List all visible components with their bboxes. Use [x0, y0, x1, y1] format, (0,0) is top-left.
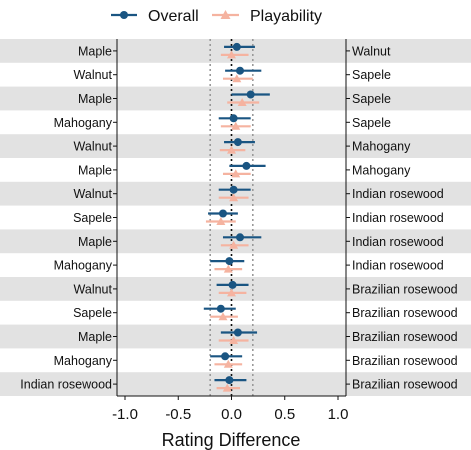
- overall-point: [233, 328, 242, 337]
- x-axis-title: Rating Difference: [162, 430, 301, 450]
- row-band: [0, 39, 471, 63]
- right-row-label: Brazilian rosewood: [352, 282, 458, 296]
- right-row-label: Mahogany: [352, 140, 411, 154]
- x-tick-label: -1.0: [112, 406, 138, 423]
- right-row-label: Mahogany: [352, 163, 411, 177]
- playability-point: [229, 336, 239, 344]
- left-row-label: Walnut: [74, 140, 113, 154]
- overall-point: [228, 280, 237, 289]
- overall-point: [242, 161, 251, 170]
- overall-point: [236, 66, 245, 75]
- row-band: [0, 229, 471, 254]
- row-band: [0, 134, 471, 158]
- left-row-label: Walnut: [74, 282, 113, 296]
- left-row-label: Sapele: [73, 211, 112, 225]
- left-row-label: Walnut: [74, 187, 113, 201]
- left-row-label: Maple: [78, 163, 112, 177]
- right-row-label: Sapele: [352, 116, 391, 130]
- left-row-label: Mahogany: [54, 116, 113, 130]
- left-row-label: Maple: [78, 44, 112, 58]
- playability-point: [218, 312, 228, 321]
- x-tick-label: -0.5: [165, 406, 191, 423]
- left-row-label: Maple: [78, 330, 112, 344]
- left-row-label: Maple: [78, 92, 112, 106]
- x-tick-label: 1.0: [328, 406, 349, 423]
- right-row-label: Brazilian rosewood: [352, 330, 458, 344]
- row-band: [0, 277, 471, 301]
- legend: Overall Playability: [111, 8, 322, 25]
- x-tick-label: 0.5: [274, 406, 295, 423]
- overall-point: [246, 90, 255, 99]
- legend-overall-label: Overall: [148, 8, 199, 25]
- legend-entry-playability: Playability: [212, 8, 322, 25]
- playability-point: [231, 121, 241, 130]
- overall-point: [225, 257, 234, 266]
- left-row-label: Mahogany: [54, 259, 113, 273]
- row-band: [0, 324, 471, 349]
- overall-point: [229, 185, 238, 194]
- playability-point: [223, 264, 233, 273]
- playability-point: [229, 193, 239, 202]
- overall-point: [232, 42, 241, 51]
- left-row-label: Maple: [78, 235, 112, 249]
- playability-point: [227, 50, 236, 59]
- right-row-label: Indian rosewood: [352, 211, 444, 225]
- overall-point: [233, 138, 242, 147]
- right-row-label: Sapele: [352, 68, 391, 82]
- right-row-label: Indian rosewood: [352, 259, 444, 273]
- data-marks: [203, 42, 270, 392]
- right-row-label: Walnut: [352, 44, 391, 58]
- left-row-label: Mahogany: [54, 354, 113, 368]
- row-labels: Maple Walnut Walnut Sapele Maple Sapele Mahoga…: [20, 44, 457, 391]
- legend-playability-label: Playability: [250, 8, 322, 25]
- right-row-label: Brazilian rosewood: [352, 306, 458, 320]
- right-row-label: Indian rosewood: [352, 235, 444, 249]
- row-band: [0, 86, 471, 111]
- x-tick-label: 0.0: [221, 406, 242, 423]
- overall-point: [236, 233, 245, 242]
- left-row-label: Walnut: [74, 68, 113, 82]
- overall-point: [216, 304, 225, 313]
- legend-overall-marker: [120, 11, 128, 19]
- playability-point: [237, 98, 247, 106]
- legend-playability-marker: [220, 10, 231, 19]
- right-row-label: Sapele: [352, 92, 391, 106]
- playability-point: [231, 169, 241, 178]
- playability-point: [223, 359, 233, 368]
- playability-point: [222, 383, 232, 392]
- overall-point: [218, 209, 227, 218]
- row-bands: [0, 39, 471, 396]
- row-band: [0, 181, 471, 206]
- playability-point: [232, 74, 242, 83]
- overall-point: [221, 352, 230, 361]
- overall-point: [229, 114, 238, 123]
- left-row-label: Indian rosewood: [20, 378, 112, 392]
- playability-point: [227, 145, 236, 154]
- right-row-label: Brazilian rosewood: [352, 354, 458, 368]
- overall-point: [225, 376, 234, 385]
- playability-point: [229, 240, 239, 249]
- row-band: [0, 372, 471, 396]
- left-row-label: Sapele: [73, 306, 112, 320]
- playability-point: [227, 288, 236, 297]
- legend-entry-overall: Overall: [111, 8, 199, 25]
- x-axis-ticks: -1.0 -0.5 0.0 0.5 1.0: [112, 396, 348, 423]
- right-row-label: Brazilian rosewood: [352, 378, 458, 392]
- playability-point: [216, 217, 226, 225]
- right-row-label: Indian rosewood: [352, 187, 444, 201]
